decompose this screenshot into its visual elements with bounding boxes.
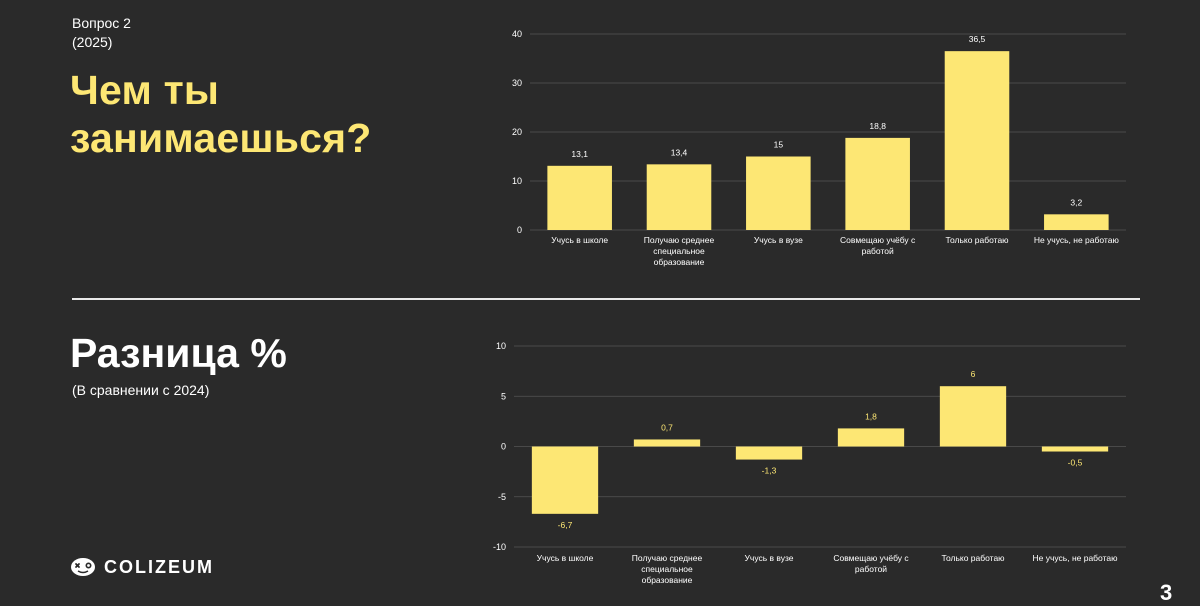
y-tick-label: 0 xyxy=(501,442,506,452)
y-tick-label: 10 xyxy=(496,341,506,351)
gamepad-icon xyxy=(71,558,95,576)
category-label: Не учусь, не работаю xyxy=(1034,235,1120,245)
section-divider xyxy=(72,298,1140,300)
data-label: -1,3 xyxy=(762,466,777,476)
bar xyxy=(531,446,599,514)
y-tick-label: 40 xyxy=(512,29,522,39)
category-label: специальное xyxy=(653,246,705,256)
bar xyxy=(837,428,905,447)
data-label: 1,8 xyxy=(865,411,877,421)
bar xyxy=(944,51,1010,231)
title-line-2: занимаешься? xyxy=(70,115,372,161)
category-label: Получаю среднее xyxy=(632,553,703,563)
y-tick-label: 20 xyxy=(512,127,522,137)
page-title: Чем ты занимаешься? xyxy=(70,66,372,162)
category-label: Только работаю xyxy=(941,553,1005,563)
y-tick-label: -10 xyxy=(493,542,506,552)
category-label: Учусь в школе xyxy=(537,553,594,563)
category-label: Учусь в школе xyxy=(551,235,608,245)
difference-subtitle: (В сравнении с 2024) xyxy=(72,382,210,398)
bar xyxy=(845,137,910,230)
y-tick-label: -5 xyxy=(498,492,506,502)
question-year: (2025) xyxy=(72,34,113,50)
data-label: -6,7 xyxy=(558,520,573,530)
difference-title: Разница % xyxy=(70,330,287,376)
question-header: Вопрос 2 (2025) xyxy=(72,14,131,52)
brand-logo: COLIZEUM xyxy=(70,556,214,578)
data-label: 13,4 xyxy=(671,147,688,157)
bar xyxy=(735,446,803,460)
bar xyxy=(746,156,811,230)
category-label: Не учусь, не работаю xyxy=(1032,553,1118,563)
category-label: работой xyxy=(862,246,894,256)
data-label: -0,5 xyxy=(1068,458,1083,468)
data-label: 3,2 xyxy=(1070,197,1082,207)
category-label: Совмещаю учёбу с xyxy=(840,235,916,245)
data-label: 6 xyxy=(971,369,976,379)
title-line-1: Чем ты xyxy=(70,67,220,113)
category-label: образование xyxy=(654,257,705,267)
data-label: 13,1 xyxy=(571,149,588,159)
category-label: Получаю среднее xyxy=(644,235,715,245)
bar xyxy=(547,165,612,230)
data-label: 18,8 xyxy=(869,121,886,131)
category-label: образование xyxy=(642,575,693,585)
bar xyxy=(939,386,1007,447)
category-label: Совмещаю учёбу с xyxy=(833,553,909,563)
data-label: 36,5 xyxy=(969,34,986,44)
page-number: 3 xyxy=(1160,580,1173,605)
y-tick-label: 5 xyxy=(501,391,506,401)
bar xyxy=(646,164,712,230)
y-tick-label: 0 xyxy=(517,225,522,235)
bar xyxy=(633,439,701,447)
category-label: работой xyxy=(855,564,887,574)
question-number: Вопрос 2 xyxy=(72,15,131,31)
bar xyxy=(1041,446,1109,452)
category-label: Учусь в вузе xyxy=(744,553,793,563)
bar xyxy=(1044,214,1109,230)
category-label: Учусь в вузе xyxy=(754,235,803,245)
y-tick-label: 30 xyxy=(512,78,522,88)
occupation-bar-chart: 0 10 20 30 40 13,1 Учусь в школе 13,4 Получаю ср… xyxy=(512,29,1126,267)
y-tick-label: 10 xyxy=(512,176,522,186)
data-label: 0,7 xyxy=(661,422,673,432)
brand-name: COLIZEUM xyxy=(104,556,214,577)
data-label: 15 xyxy=(774,140,784,150)
category-label: Только работаю xyxy=(945,235,1009,245)
category-label: специальное xyxy=(641,564,693,574)
